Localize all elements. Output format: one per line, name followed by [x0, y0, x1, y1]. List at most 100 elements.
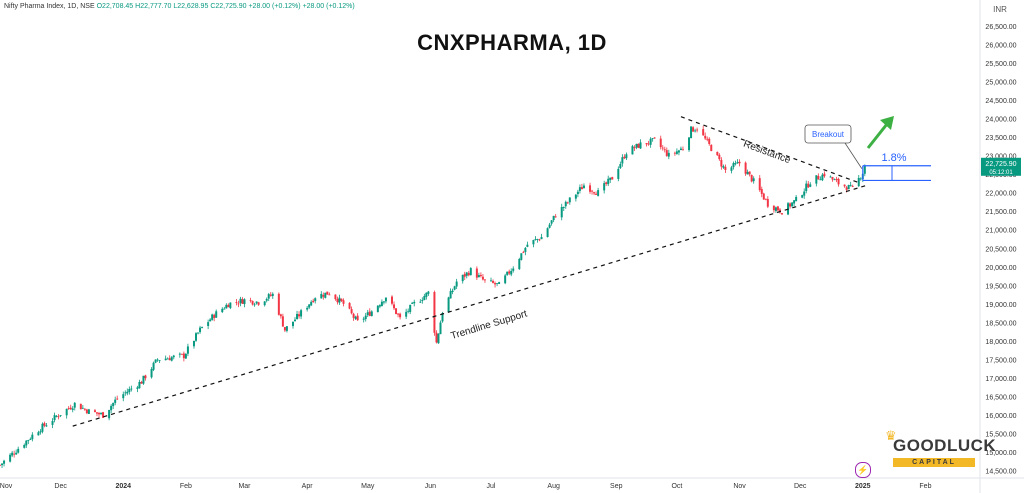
candle-body: [574, 194, 577, 199]
candle-body: [328, 294, 331, 296]
candle-body: [409, 304, 412, 312]
candle-body: [611, 177, 614, 180]
candle-body: [269, 294, 272, 296]
candle-body: [453, 286, 456, 290]
candle-body: [492, 280, 495, 283]
candle-body: [85, 409, 88, 414]
candle-body: [645, 143, 648, 145]
candle-body: [130, 388, 133, 390]
candle-body: [140, 381, 143, 384]
candle-body: [423, 296, 426, 300]
candle-body: [17, 448, 20, 453]
candle-body: [619, 164, 622, 169]
candle-body: [829, 176, 832, 178]
candle-body: [229, 302, 232, 309]
candle-body: [249, 300, 252, 301]
candle-body: [752, 178, 755, 182]
candle-body: [370, 311, 373, 317]
candle-body: [631, 146, 634, 155]
y-tick-label: 23,500.00: [985, 135, 1016, 142]
candle-body: [55, 416, 58, 417]
candle-body: [352, 313, 355, 318]
y-tick-label: 18,500.00: [985, 320, 1016, 327]
candle-body: [692, 127, 695, 132]
candle-body: [467, 272, 470, 276]
x-tick-label: Jun: [425, 483, 436, 490]
candle-body: [41, 423, 44, 432]
candle-body: [326, 291, 329, 295]
candle-body: [837, 178, 840, 185]
y-tick-label: 16,500.00: [985, 394, 1016, 401]
candle-body: [512, 268, 515, 271]
y-tick-label: 15,500.00: [985, 432, 1016, 439]
candle-body: [766, 199, 769, 207]
candle-body: [582, 185, 585, 189]
candle-body: [591, 190, 594, 192]
x-tick-label: Dec: [54, 483, 67, 490]
candle-body: [793, 200, 796, 204]
candle-body: [237, 303, 240, 305]
candle-body: [762, 193, 765, 200]
x-tick-label: Aug: [547, 483, 560, 490]
candle-body: [851, 186, 854, 187]
candle-body: [59, 415, 62, 416]
resistance-label: Resistance: [742, 139, 793, 167]
candle-body: [566, 202, 569, 204]
candle-body: [152, 362, 155, 370]
candle-body: [102, 412, 105, 418]
crown-icon: ♛: [885, 428, 897, 443]
candle-body: [170, 357, 173, 361]
candle-body: [142, 375, 145, 384]
x-tick-label: May: [361, 483, 375, 490]
candle-body: [9, 454, 12, 462]
candle-body: [267, 294, 270, 299]
candle-body: [413, 301, 416, 304]
y-tick-label: 19,500.00: [985, 283, 1016, 290]
y-tick-label: 25,000.00: [985, 80, 1016, 87]
candle-body: [197, 332, 200, 334]
candle-body: [336, 298, 339, 303]
candle-body: [243, 299, 246, 305]
candle-body: [508, 271, 511, 274]
candle-body: [320, 293, 323, 299]
candle-body: [722, 166, 725, 168]
candle-body: [681, 149, 684, 151]
candle-body: [312, 300, 315, 303]
candle-body: [296, 313, 299, 320]
currency-label: INR: [993, 5, 1007, 14]
candle-body: [182, 353, 185, 359]
ohlc-legend: Nifty Pharma Index, 1D, NSE O22,708.45 H…: [4, 3, 355, 10]
candle-body: [308, 304, 311, 308]
y-tick-label: 16,000.00: [985, 413, 1016, 420]
candle-body: [116, 398, 119, 400]
candle-body: [498, 282, 501, 284]
candle-body: [378, 305, 381, 307]
candle-body: [490, 280, 493, 282]
candle-body: [322, 295, 325, 297]
candle-body: [576, 191, 579, 195]
candle-body: [455, 281, 458, 287]
candle-body: [461, 274, 464, 282]
candle-body: [496, 283, 499, 285]
lightning-icon[interactable]: ⚡: [855, 462, 871, 478]
candle-body: [554, 216, 557, 218]
candle-body: [277, 293, 280, 315]
candle-body: [11, 452, 14, 456]
candle-body: [776, 206, 779, 211]
x-tick-label: Dec: [794, 483, 807, 490]
candle-body: [411, 302, 414, 304]
candle-body: [376, 305, 379, 313]
candle-body: [144, 375, 147, 379]
candle-body: [463, 273, 466, 277]
x-tick-label: Feb: [180, 483, 192, 490]
candle-body: [166, 358, 169, 360]
candle-body: [172, 355, 175, 358]
candle-body: [562, 206, 565, 208]
brand-logo: ♛ GOODLUCK CAPITAL: [883, 428, 996, 468]
candle-body: [195, 333, 197, 341]
candle-body: [100, 413, 103, 414]
candle-body: [730, 167, 733, 171]
candle-body: [340, 298, 343, 301]
candle-body: [819, 179, 822, 181]
